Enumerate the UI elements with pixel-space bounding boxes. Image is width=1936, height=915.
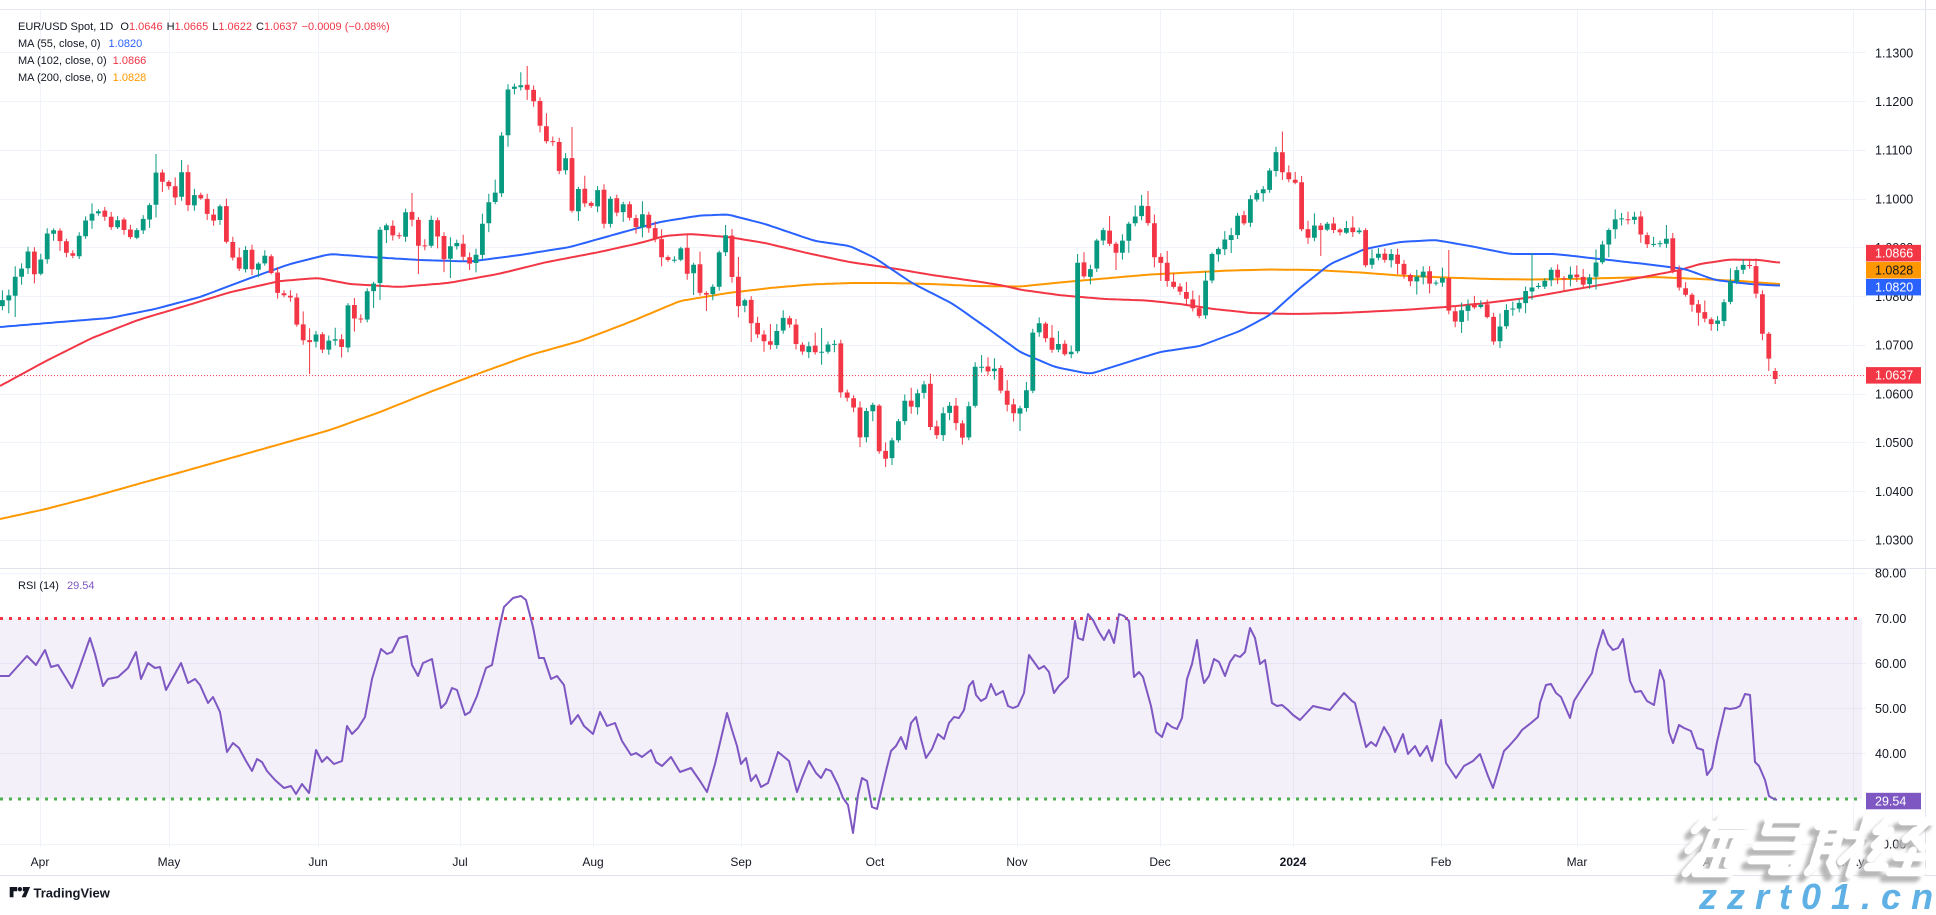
svg-text:1.1000: 1.1000 bbox=[1875, 193, 1913, 207]
svg-text:Aug: Aug bbox=[582, 855, 603, 869]
svg-text:Jun: Jun bbox=[308, 855, 327, 869]
svg-text:RSI (14)29.54: RSI (14) 29.54 bbox=[18, 580, 95, 592]
svg-text:1.0828: 1.0828 bbox=[1875, 264, 1913, 278]
svg-text:Oct: Oct bbox=[866, 855, 885, 869]
svg-text:1.1300: 1.1300 bbox=[1875, 46, 1913, 60]
svg-text:1.1200: 1.1200 bbox=[1875, 95, 1913, 109]
svg-text:40.00: 40.00 bbox=[1875, 747, 1906, 761]
svg-text:1.0866: 1.0866 bbox=[1875, 247, 1913, 261]
svg-text:1.0500: 1.0500 bbox=[1875, 436, 1913, 450]
svg-text:Jul: Jul bbox=[452, 855, 467, 869]
svg-text:MA (102, close, 0)1.0866: MA (102, close, 0) 1.0866 bbox=[18, 55, 146, 67]
svg-text:2024: 2024 bbox=[1280, 855, 1307, 869]
svg-text:MA (200, close, 0)1.0828: MA (200, close, 0) 1.0828 bbox=[18, 72, 146, 84]
svg-text:1.0637: 1.0637 bbox=[1875, 369, 1913, 383]
svg-text:zzrt01.cn: zzrt01.cn bbox=[1698, 876, 1936, 910]
svg-text:1.1100: 1.1100 bbox=[1875, 144, 1912, 158]
svg-text:1.0600: 1.0600 bbox=[1875, 387, 1913, 401]
svg-text:Feb: Feb bbox=[1431, 855, 1452, 869]
svg-text:Sep: Sep bbox=[730, 855, 752, 869]
svg-text:1.0700: 1.0700 bbox=[1875, 339, 1913, 353]
svg-text:1.0820: 1.0820 bbox=[1875, 281, 1913, 295]
svg-text:Apr: Apr bbox=[31, 855, 50, 869]
svg-text:70.00: 70.00 bbox=[1875, 612, 1906, 626]
svg-text:TradingView: TradingView bbox=[34, 886, 111, 901]
svg-text:80.00: 80.00 bbox=[1875, 567, 1906, 581]
svg-text:50.00: 50.00 bbox=[1875, 702, 1906, 716]
svg-text:Mar: Mar bbox=[1567, 855, 1588, 869]
svg-text:1.0300: 1.0300 bbox=[1875, 534, 1913, 548]
svg-text:Nov: Nov bbox=[1006, 855, 1027, 869]
svg-text:60.00: 60.00 bbox=[1875, 657, 1906, 671]
svg-text:1.0400: 1.0400 bbox=[1875, 485, 1913, 499]
svg-text:29.54: 29.54 bbox=[1875, 794, 1906, 808]
svg-text:Dec: Dec bbox=[1149, 855, 1170, 869]
svg-text:May: May bbox=[158, 855, 181, 869]
svg-text:MA (55, close, 0)1.0820: MA (55, close, 0) 1.0820 bbox=[18, 38, 142, 50]
